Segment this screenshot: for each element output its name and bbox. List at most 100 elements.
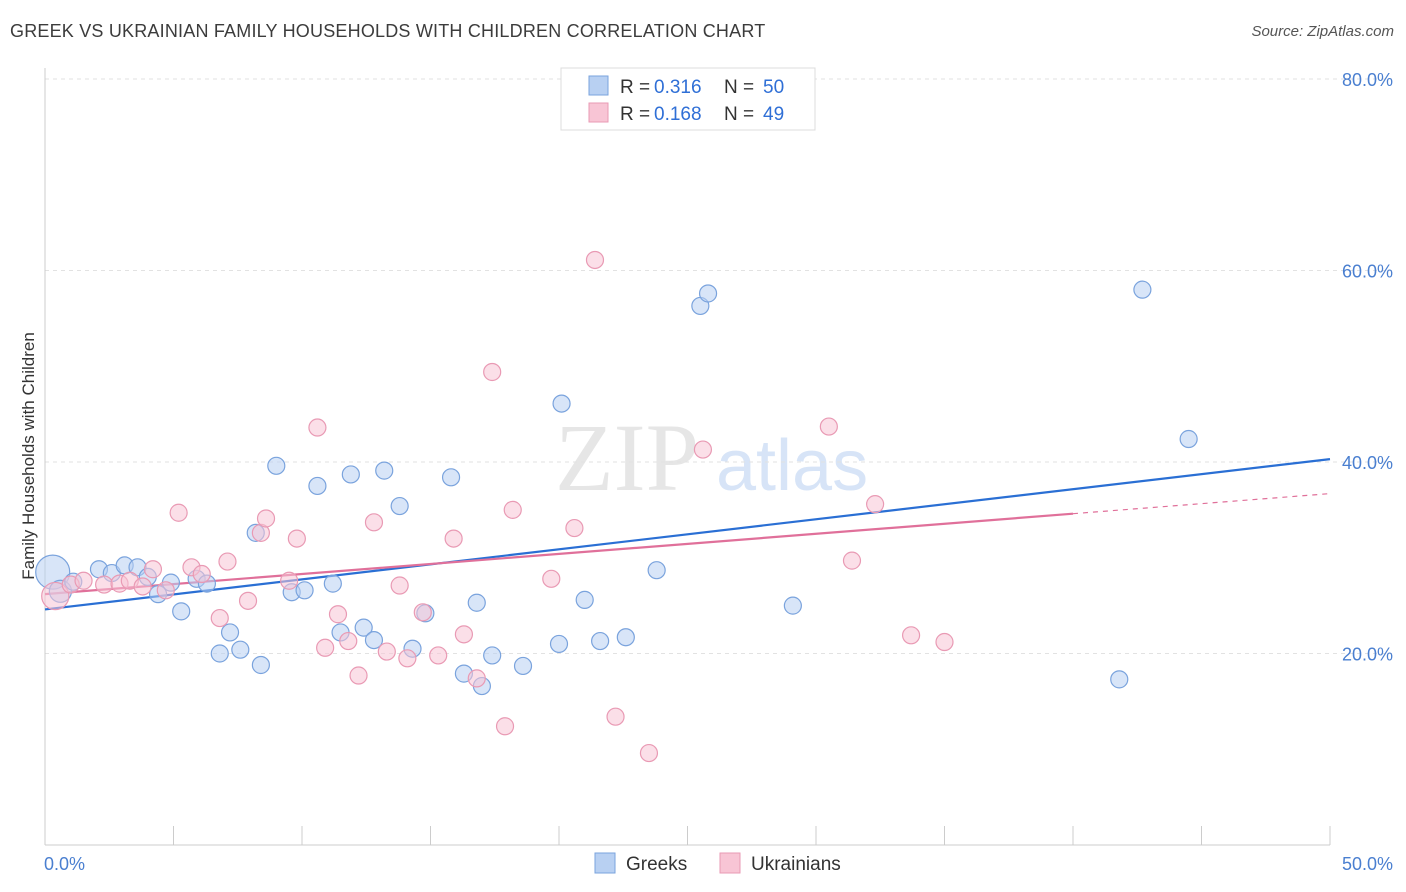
- ukrainian-point: [377, 642, 396, 661]
- ukrainian-point: [866, 495, 885, 514]
- legend-bottom-ukrainians-label: Ukrainians: [751, 854, 841, 875]
- chart-title: GREEK VS UKRAINIAN FAMILY HOUSEHOLDS WIT…: [10, 21, 766, 41]
- ukrainian-point: [467, 669, 486, 688]
- greek-point: [616, 628, 635, 647]
- ukrainian-point: [133, 577, 152, 596]
- ukrainian-point: [390, 576, 409, 595]
- greek-point: [783, 596, 802, 615]
- ukrainian-point: [819, 417, 838, 436]
- legend-n-value-1: 50: [763, 77, 784, 98]
- legend-n-label-1: N =: [724, 77, 754, 98]
- greek-point: [231, 640, 250, 659]
- ukrainian-point: [606, 707, 625, 726]
- ukrainian-point: [238, 591, 258, 610]
- ukrainians-trend-line: [44, 512, 1074, 596]
- legend-greeks-swatch: [588, 75, 609, 96]
- ukrainian-point: [218, 552, 237, 571]
- ukrainian-point: [454, 625, 474, 644]
- y-tick-labels: 20.0% 40.0% 60.0% 80.0%: [1342, 70, 1393, 665]
- greek-point: [172, 602, 191, 621]
- trend-lines: [44, 458, 1331, 611]
- legend-top: R = 0.316 N = 50 R = 0.168 N = 49: [560, 67, 816, 131]
- greek-point: [1179, 429, 1198, 449]
- y-tick-label: 40.0%: [1342, 453, 1393, 473]
- ukrainian-point: [429, 646, 448, 665]
- y-tick-label: 80.0%: [1342, 70, 1393, 90]
- greek-point: [647, 561, 666, 580]
- greek-point: [375, 461, 394, 480]
- legend-r-label-1: R =: [620, 77, 650, 98]
- watermark: ZIP atlas: [555, 404, 868, 511]
- gridlines: [45, 78, 1392, 654]
- greek-point: [549, 634, 569, 654]
- ukrainian-point: [256, 509, 276, 528]
- greek-point: [267, 456, 286, 475]
- legend-ukrainians-swatch: [588, 102, 609, 123]
- ukrainian-point: [287, 529, 306, 548]
- greek-point: [323, 574, 342, 593]
- ukrainian-point: [169, 503, 188, 522]
- axes: [44, 68, 1331, 846]
- greeks-trend-line: [44, 458, 1331, 611]
- greek-point: [467, 593, 486, 612]
- greek-point: [354, 618, 373, 637]
- ukrainian-point: [935, 632, 954, 652]
- y-tick-label: 60.0%: [1342, 262, 1393, 282]
- greek-point: [308, 476, 327, 496]
- ukrainians-points: [41, 250, 954, 763]
- legend-n-label-2: N =: [724, 104, 754, 125]
- ukrainian-point: [542, 569, 561, 588]
- ukrainians-trend-extension: [1072, 492, 1331, 515]
- ukrainian-point: [565, 518, 584, 538]
- ukrainian-point: [503, 500, 522, 519]
- legend-r-value-1: 0.316: [654, 77, 702, 98]
- greek-point: [220, 623, 240, 642]
- ukrainian-point: [339, 631, 358, 651]
- ukrainian-point: [41, 581, 70, 611]
- ukrainian-point: [74, 571, 93, 590]
- y-axis-label: Family Households with Children: [19, 332, 38, 580]
- greek-point: [483, 646, 502, 665]
- ukrainian-point: [143, 560, 163, 579]
- watermark-zip: ZIP: [555, 404, 699, 511]
- greek-point: [364, 630, 384, 650]
- source-label: Source: ZipAtlas.com: [1251, 23, 1394, 40]
- legend-bottom: Greeks Ukrainians: [594, 852, 841, 875]
- ukrainian-point: [639, 743, 659, 763]
- legend-n-value-2: 49: [763, 104, 784, 125]
- greek-point: [513, 656, 533, 676]
- x-tick-label: 0.0%: [44, 854, 85, 874]
- ukrainian-point: [413, 603, 432, 622]
- ukrainian-point: [156, 581, 175, 600]
- greek-point: [552, 394, 571, 413]
- greek-point: [295, 581, 314, 600]
- ukrainian-point: [328, 605, 348, 624]
- greek-point: [441, 468, 461, 487]
- greek-point: [1110, 670, 1129, 689]
- x-tick-labels: 0.0% 50.0%: [44, 854, 1393, 874]
- ukrainian-point: [693, 440, 713, 459]
- ukrainian-point: [308, 418, 327, 437]
- y-tick-label: 20.0%: [1342, 645, 1393, 665]
- ukrainian-point: [398, 649, 417, 668]
- ukrainian-point: [842, 551, 862, 570]
- ukrainian-point: [483, 362, 502, 382]
- legend-bottom-ukrainians-swatch: [719, 852, 741, 874]
- ukrainian-point: [280, 571, 299, 590]
- greek-point: [1133, 280, 1152, 299]
- greek-point: [341, 465, 360, 484]
- legend-r-label-2: R =: [620, 104, 650, 125]
- ukrainian-point: [901, 626, 921, 645]
- ukrainian-point: [585, 250, 605, 270]
- greek-point: [698, 284, 718, 303]
- ukrainian-point: [316, 638, 335, 657]
- x-tick-label: 50.0%: [1342, 854, 1393, 874]
- greek-point: [251, 655, 270, 675]
- greek-point: [575, 590, 594, 609]
- ukrainian-point: [364, 513, 384, 532]
- legend-r-value-2: 0.168: [654, 104, 702, 125]
- greeks-points: [35, 280, 1198, 696]
- ukrainian-point: [210, 608, 229, 628]
- watermark-atlas: atlas: [716, 426, 868, 506]
